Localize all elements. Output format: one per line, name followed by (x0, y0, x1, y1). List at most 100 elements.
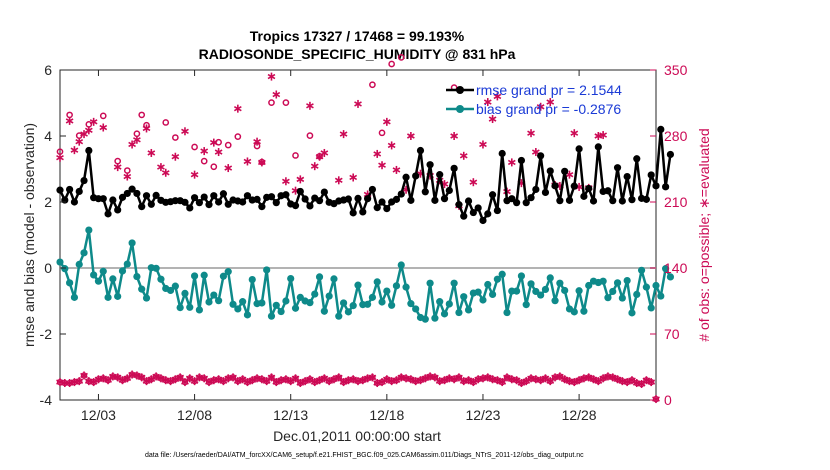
rmse-point (152, 191, 160, 199)
chart-title: Tropics 17327 / 17468 = 99.193% (250, 28, 465, 44)
obs-possible-marker (292, 152, 299, 159)
bias-point (66, 279, 74, 287)
rmse-point (618, 197, 626, 205)
obs-evaluated-marker (200, 147, 209, 156)
rmse-point (609, 197, 617, 205)
bias-point (354, 281, 362, 289)
bias-point (436, 298, 444, 306)
bias-point (479, 296, 487, 304)
asterisk-stroke (267, 73, 276, 80)
obs-evaluated-marker (65, 116, 74, 125)
rmse-point (301, 195, 309, 203)
y-right-tick-label: 70 (664, 326, 680, 342)
rmse-point (517, 156, 526, 165)
rmse-point (291, 202, 300, 210)
asterisk-stroke (282, 178, 290, 184)
rmse-point (104, 210, 112, 218)
asterisk-stroke (75, 138, 84, 145)
x-tick-label: 12/13 (273, 407, 308, 423)
asterisk-stroke (565, 171, 574, 178)
bias-point (166, 286, 175, 295)
obs-possible-marker (215, 138, 222, 146)
rmse-point (594, 143, 602, 151)
rmse-point (657, 125, 665, 133)
bias-point (229, 300, 237, 308)
obs-low-possible-marker (431, 374, 439, 381)
rmse-point (296, 187, 304, 196)
rmse-point (75, 187, 83, 196)
bias-point (666, 273, 675, 281)
rmse-point (589, 197, 598, 205)
obs-low-possible-marker (547, 377, 554, 385)
asterisk-stroke (483, 99, 492, 105)
bias-point (373, 278, 381, 286)
asterisk-stroke (84, 127, 93, 134)
rmse-point (66, 185, 74, 194)
obs-evaluated-marker (546, 98, 555, 107)
bias-point (488, 290, 497, 298)
rmse-point (80, 176, 88, 185)
legend-rmse-marker (456, 86, 464, 94)
asterisk-stroke (378, 162, 386, 168)
rmse-point (642, 195, 650, 203)
obs-possible-marker (388, 60, 395, 68)
obs-evaluated-marker (142, 124, 151, 133)
rmse-point (541, 188, 550, 197)
asterisk-stroke (161, 170, 170, 176)
rmse-point (532, 185, 540, 194)
rmse-point (320, 188, 328, 196)
rmse-point (484, 210, 492, 218)
obs-evaluated-marker (75, 137, 84, 146)
bias-point (90, 271, 98, 279)
bias-point (114, 292, 122, 300)
obs-evaluated-marker (157, 163, 165, 172)
obs-evaluated-marker (113, 163, 122, 172)
y-tick-label: -2 (40, 326, 53, 342)
obs-possible-marker (282, 99, 290, 107)
asterisk-stroke (536, 104, 545, 110)
bias-point (623, 276, 631, 285)
obs-evaluated-marker (161, 168, 170, 177)
rmse-point (349, 209, 357, 217)
asterisk-stroke (527, 130, 535, 136)
asterisk-stroke (70, 147, 79, 153)
bias-point (402, 283, 410, 291)
y-right-tick-label: 0 (664, 392, 672, 408)
data-file-footer: data file: /Users/raeder/DAI/ATM_forcXX/… (145, 452, 584, 459)
bias-point (190, 272, 199, 280)
asterisk-stroke (406, 133, 415, 139)
bias-point (282, 297, 290, 305)
y-axis-right-label: # of obs: o=possible; ∗=evaluated (696, 128, 712, 341)
bias-point (339, 299, 348, 307)
obs-possible-marker (397, 54, 405, 61)
obs-low-possible-marker (268, 374, 275, 381)
obs-low-possible-marker (229, 374, 237, 381)
obs-evaluated-marker (320, 148, 329, 157)
rmse-point (359, 208, 367, 216)
asterisk-stroke (224, 165, 233, 171)
bias-point (498, 270, 506, 278)
obs-evaluated-marker (493, 92, 502, 101)
bias-point (157, 275, 165, 283)
bias-point (609, 287, 617, 296)
obs-low-possible-marker (176, 374, 184, 381)
obs-low-possible-marker (498, 378, 506, 386)
asterisk-stroke (469, 179, 478, 185)
obs-possible-marker (306, 132, 314, 140)
rmse-point (147, 200, 155, 208)
obs-low-possible-marker (542, 375, 549, 382)
bias-point (407, 300, 415, 308)
bias-point (205, 298, 213, 306)
asterisk-stroke (171, 154, 180, 160)
obs-low-possible-marker (80, 372, 88, 379)
rmse-point (580, 192, 588, 200)
obs-low-possible-marker (556, 373, 564, 380)
rmse-point (431, 196, 439, 204)
rmse-point (488, 191, 497, 199)
obs-evaluated-marker (89, 117, 98, 126)
rmse-point (128, 185, 136, 193)
rmse-point (70, 198, 79, 206)
asterisk-stroke (320, 150, 329, 156)
rmse-point (99, 195, 107, 203)
asterisk-stroke (479, 141, 487, 148)
